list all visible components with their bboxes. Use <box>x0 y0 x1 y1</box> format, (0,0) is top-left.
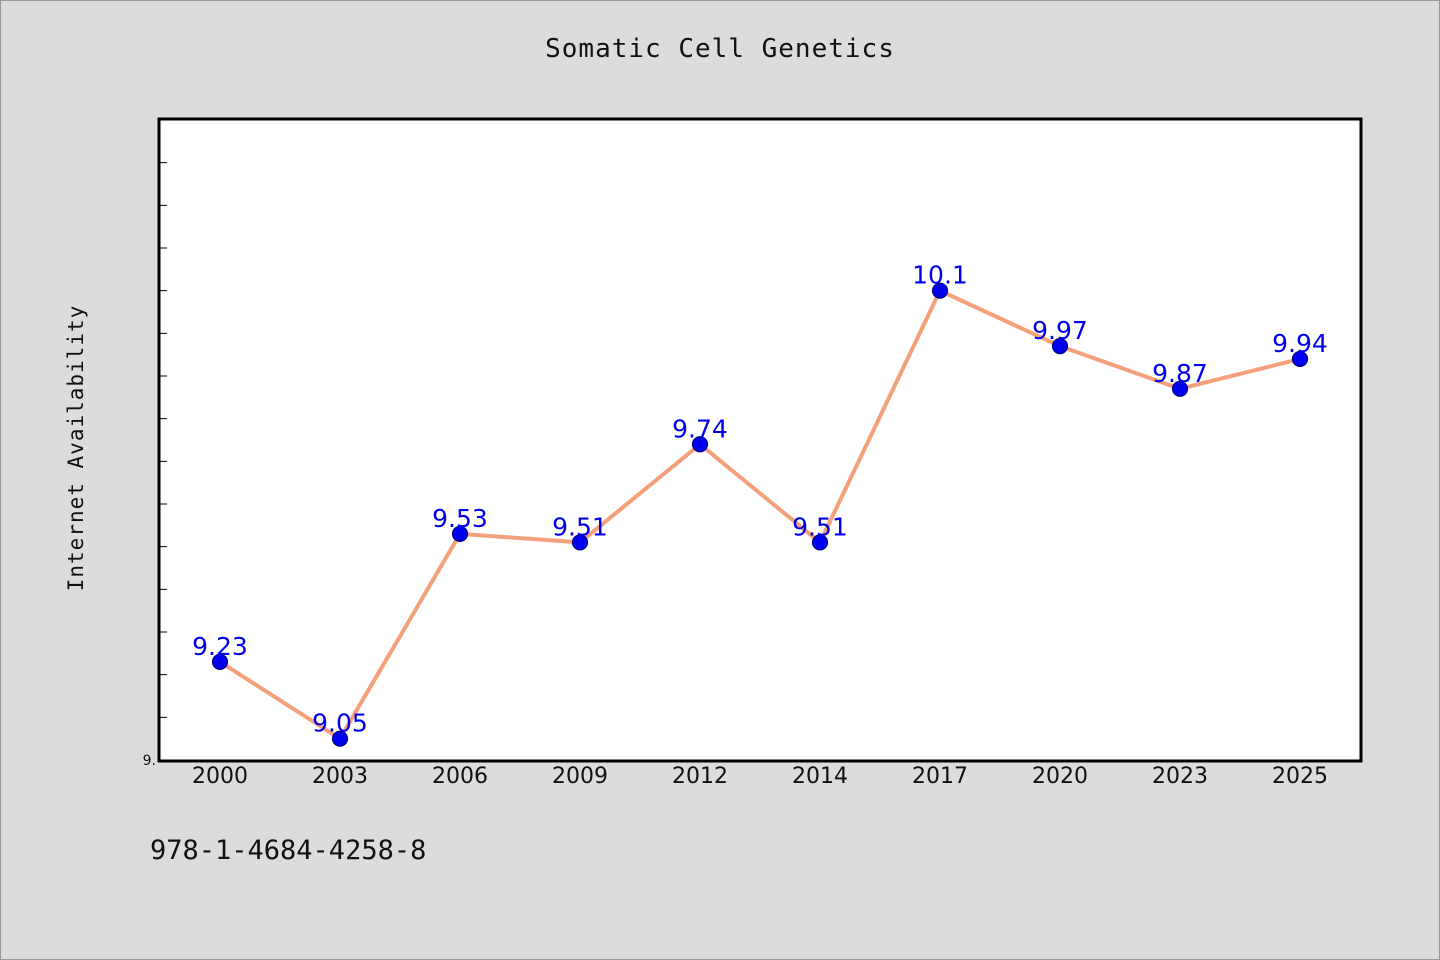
x-tick-label: 2000 <box>192 764 248 789</box>
data-point <box>691 436 709 453</box>
data-point <box>1051 338 1069 355</box>
data-label: 9.23 <box>192 632 248 661</box>
y-axis-ticks: 9. <box>143 162 167 769</box>
data-point <box>451 525 469 542</box>
data-label: 9.94 <box>1272 329 1328 358</box>
data-point <box>211 653 229 670</box>
data-point <box>331 730 349 747</box>
x-tick-label: 2020 <box>1032 764 1088 789</box>
data-label: 10.1 <box>912 261 968 290</box>
x-tick-label: 2014 <box>792 764 848 789</box>
data-point <box>811 534 829 551</box>
x-tick-label: 2009 <box>552 764 608 789</box>
x-tick-label: 2012 <box>672 764 728 789</box>
x-tick-label: 2003 <box>312 764 368 789</box>
series-group: 9.23 9.05 9.53 9.51 9.74 9.51 10.1 9.97 9.87 9.94 <box>192 261 1328 747</box>
data-label: 9.87 <box>1152 359 1208 388</box>
chart-title: Somatic Cell Genetics <box>545 34 895 64</box>
data-point <box>931 282 949 299</box>
series-line <box>218 288 1301 741</box>
data-label: 9.74 <box>672 414 728 443</box>
data-label: 9.97 <box>1032 316 1088 345</box>
data-label: 9.05 <box>312 709 368 738</box>
x-axis-tick-labels: 2000 2003 2006 2009 2012 2014 2017 2020 2023 2025 <box>192 764 1328 789</box>
x-tick-label: 2006 <box>432 764 488 789</box>
plot-area <box>157 117 1363 763</box>
data-point <box>1171 380 1189 397</box>
x-tick-label: 2017 <box>912 764 968 789</box>
y-tick-label: 9. <box>143 753 156 769</box>
data-point <box>571 534 589 551</box>
data-label: 9.53 <box>432 504 488 533</box>
x-tick-label: 2023 <box>1152 764 1208 789</box>
isbn-footer: 978-1-4684-4258-8 <box>150 835 427 866</box>
data-label: 9.51 <box>792 512 848 541</box>
x-tick-label: 2025 <box>1272 764 1328 789</box>
data-label: 9.51 <box>552 512 608 541</box>
data-point <box>1291 350 1309 368</box>
